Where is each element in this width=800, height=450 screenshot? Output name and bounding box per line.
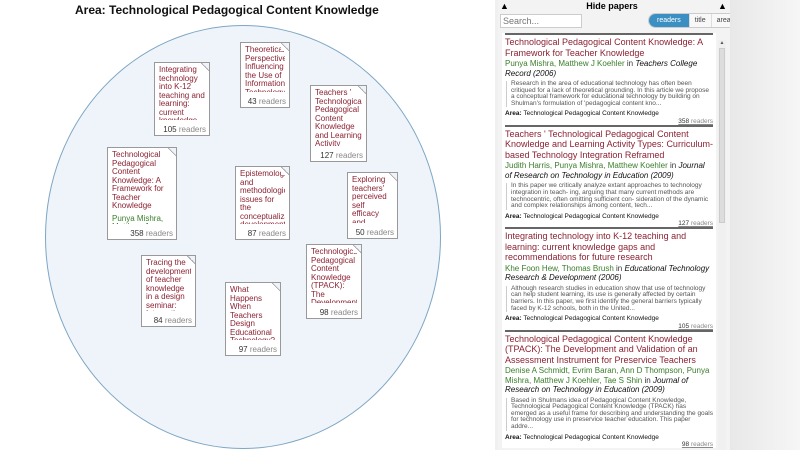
map-paper[interactable]: Technological Pedagogical Content Knowle… xyxy=(107,147,177,240)
paper-area: Area: Technological Pedagogical Content … xyxy=(505,433,659,441)
map-paper[interactable]: Technological Pedagogical Content Knowle… xyxy=(306,244,362,319)
paper-venue: Educational Technology Research & Develo… xyxy=(505,263,710,283)
reader-count: 43 readers xyxy=(247,96,286,106)
paper-authors[interactable]: Denise A Schmidt, Evrim Baran, Ann D Tho… xyxy=(505,366,710,385)
scrollbar[interactable]: ▲ xyxy=(718,40,726,450)
paper-venue: Journal of Research on Technology in Edu… xyxy=(505,375,689,395)
map-paper[interactable]: Epistemological and methodological issue… xyxy=(235,166,290,240)
map-paper[interactable]: Teachers ' Technological Pedagogical Con… xyxy=(310,85,367,162)
paper-abstract: Research in the area of educational tech… xyxy=(506,80,713,108)
paper-authors[interactable]: Judith Harris, Punya Mishra, Matthew Koe… xyxy=(505,161,668,171)
sort-readers-button[interactable]: readers xyxy=(649,14,689,27)
papers-panel: ▲ Hide papers ▲ readers title area Techn… xyxy=(498,0,737,450)
collapse-right-icon[interactable]: ▲ xyxy=(718,1,727,11)
reader-count: 105 readers xyxy=(678,322,713,330)
map-paper[interactable]: Integrating technology into K-12 teachin… xyxy=(154,62,210,136)
sort-area-button[interactable]: area xyxy=(710,14,736,27)
map-paper[interactable]: Theoretical Perspectives Influencing the… xyxy=(240,42,290,108)
search-input[interactable] xyxy=(500,14,582,28)
list-item[interactable]: Teachers ' Technological Pedagogical Con… xyxy=(505,124,713,228)
paper-abstract: Based in Shulmans idea of Pedagogical Co… xyxy=(506,397,713,431)
paper-title: Tracing the development of teacher knowl… xyxy=(146,259,191,311)
reader-count: 98 readers xyxy=(319,307,358,317)
hide-papers-button[interactable]: Hide papers xyxy=(586,1,638,11)
paper-title: Integrating technology into K-12 teachin… xyxy=(159,66,205,120)
paper-area: Area: Technological Pedagogical Content … xyxy=(505,315,659,323)
paper-area: Area: Technological Pedagogical Content … xyxy=(505,110,659,118)
paper-title: Epistemological and methodological issue… xyxy=(240,170,285,224)
paper-authors[interactable]: Khe Foon Hew, Thomas Brush xyxy=(505,263,614,273)
reader-count: 358 readers xyxy=(130,228,173,238)
paper-venue: Journal of Research on Technology in Edu… xyxy=(505,161,705,180)
background xyxy=(730,0,800,450)
area-title: Area: Technological Pedagogical Content … xyxy=(75,3,379,17)
reader-count: 127 readers xyxy=(678,220,713,228)
reader-count: 84 readers xyxy=(153,315,192,325)
map-paper[interactable]: What Happens When Teachers Design Educat… xyxy=(225,282,281,356)
reader-count: 97 readers xyxy=(238,344,277,354)
paper-title-link[interactable]: Teachers ' Technological Pedagogical Con… xyxy=(505,128,713,160)
paper-title-link[interactable]: Integrating technology into K-12 teachin… xyxy=(505,231,687,263)
paper-area: Area: Technological Pedagogical Content … xyxy=(505,212,659,220)
paper-title: Teachers ' Technological Pedagogical Con… xyxy=(315,89,362,146)
reader-count: 50 readers xyxy=(355,227,394,237)
reader-count: 358 readers xyxy=(678,117,713,125)
paper-venue: Teachers College Record (2006) xyxy=(505,59,698,78)
reader-count: 105 readers xyxy=(163,124,206,134)
collapse-left-icon[interactable]: ▲ xyxy=(500,1,509,11)
paper-abstract: In this paper we critically analyze exta… xyxy=(506,183,713,210)
map-paper[interactable]: Exploring teachers' perceived self effic… xyxy=(347,172,398,239)
paper-title: Technological Pedagogical Content Knowle… xyxy=(112,151,164,210)
list-item[interactable]: Technological Pedagogical Content Knowle… xyxy=(505,329,713,449)
paper-title: Theoretical Perspectives Influencing the… xyxy=(245,46,285,92)
paper-title-link[interactable]: Technological Pedagogical Content Knowle… xyxy=(505,37,703,58)
paper-title-link[interactable]: Technological Pedagogical Content Knowle… xyxy=(505,333,698,365)
sort-toggle: readers title area xyxy=(648,13,737,28)
paper-title: Exploring teachers' perceived self effic… xyxy=(352,176,387,223)
reader-count: 87 readers xyxy=(247,228,286,238)
paper-title: Technological Pedagogical Content Knowle… xyxy=(311,248,357,303)
reader-count: 98 readers xyxy=(681,441,713,449)
reader-count: 127 readers xyxy=(320,150,363,160)
knowledge-map: Area: Technological Pedagogical Content … xyxy=(0,0,495,450)
sort-title-button[interactable]: title xyxy=(688,14,711,27)
paper-authors: Punya Mishra, Matthew J Koehler xyxy=(112,213,164,224)
scrollbar-thumb[interactable] xyxy=(719,48,725,223)
scroll-up-icon[interactable]: ▲ xyxy=(719,40,725,46)
map-paper[interactable]: Tracing the development of teacher knowl… xyxy=(141,255,196,327)
paper-title: What Happens When Teachers Design Educat… xyxy=(230,286,275,340)
paper-abstract: Although research studies in education s… xyxy=(506,285,713,313)
paper-authors[interactable]: Punya Mishra, Matthew J Koehler xyxy=(505,59,625,68)
paper-list: Technological Pedagogical Content Knowle… xyxy=(502,33,716,449)
list-item[interactable]: Integrating technology into K-12 teachin… xyxy=(505,227,713,330)
list-item[interactable]: Technological Pedagogical Content Knowle… xyxy=(505,33,713,125)
